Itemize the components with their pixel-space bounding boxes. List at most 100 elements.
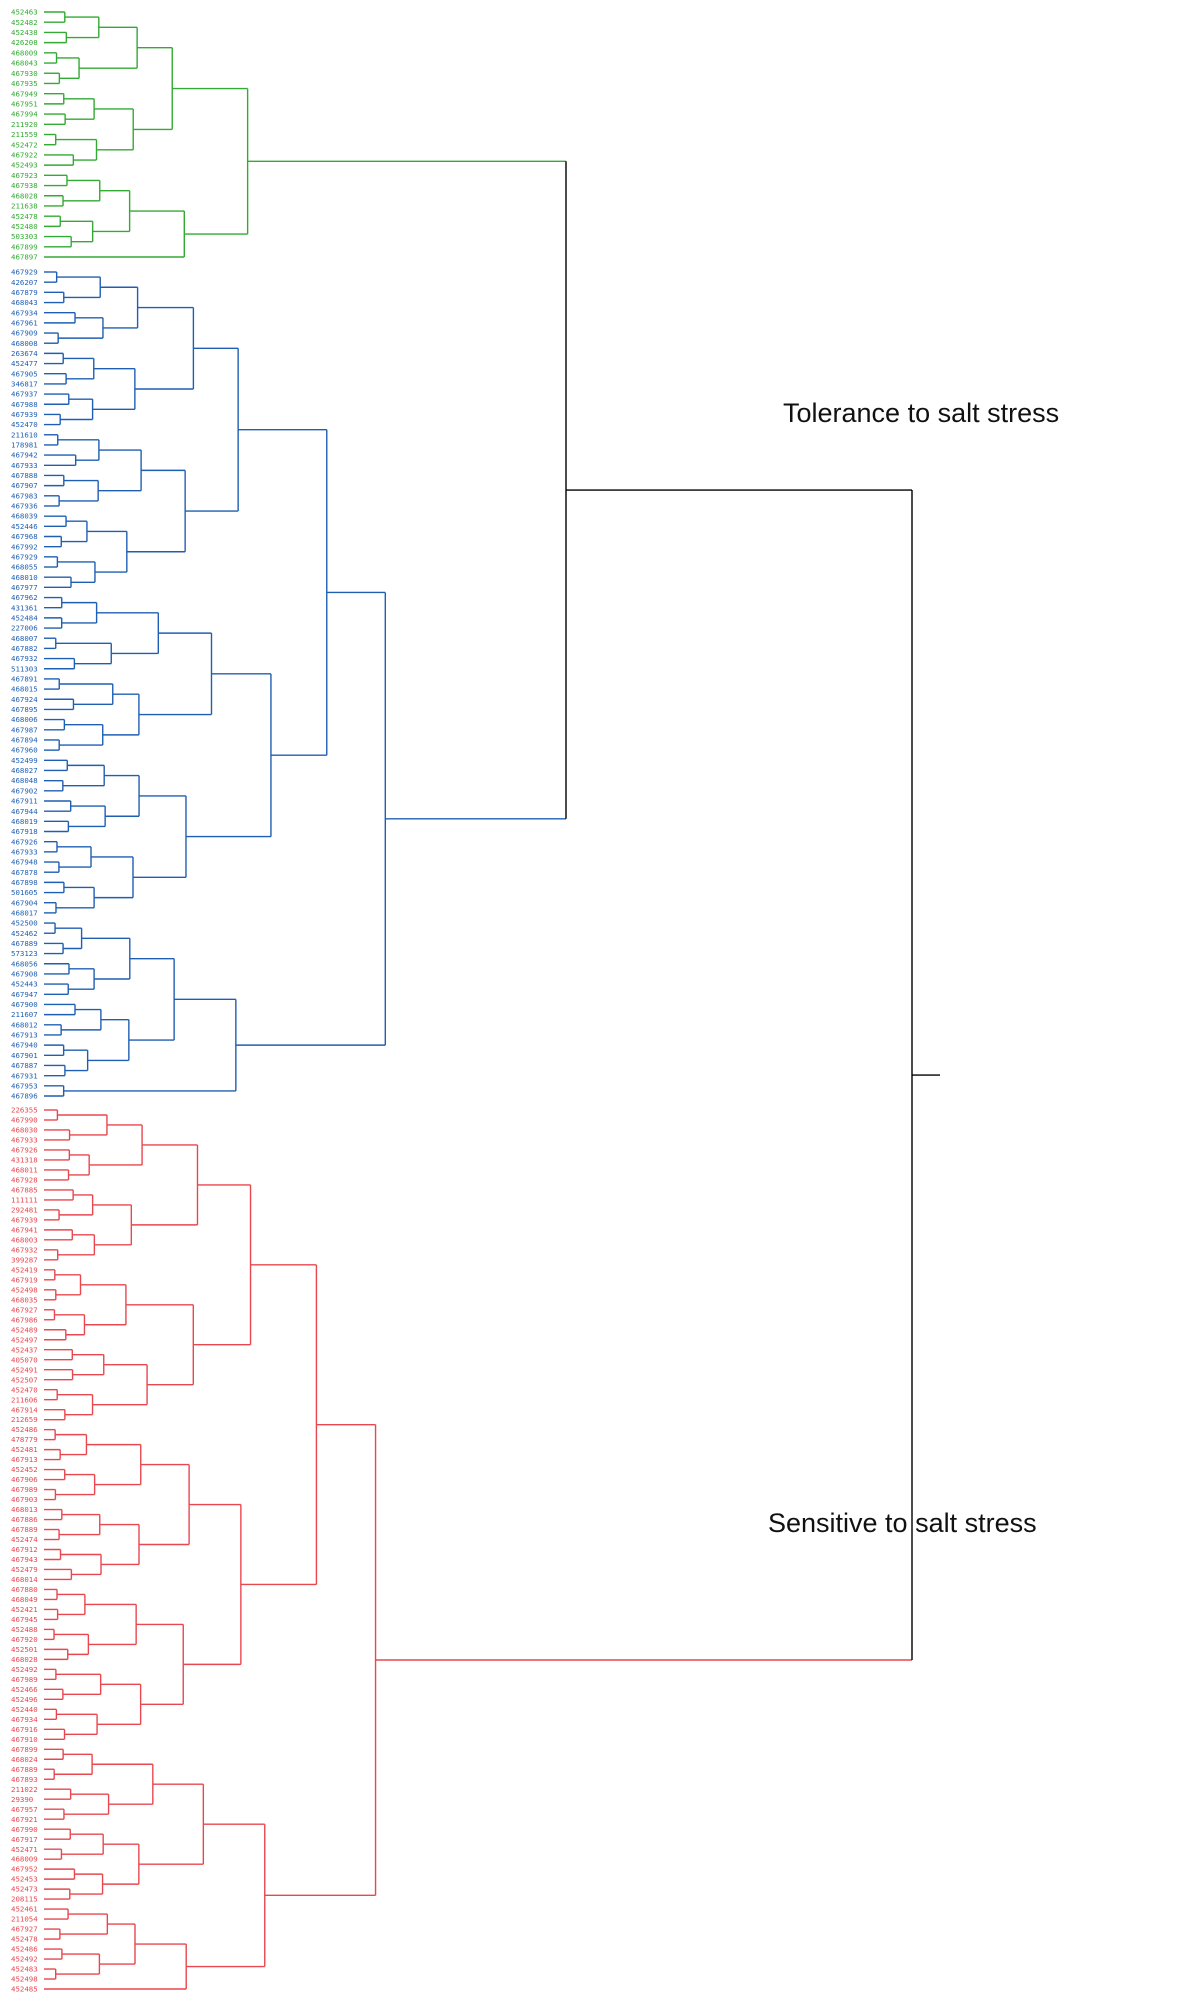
leaf-label: 452473 [11,1885,38,1894]
leaf-label: 452498 [11,1975,38,1984]
leaf-label: 452462 [11,929,38,938]
leaf-label: 426207 [11,278,38,287]
leaf-label: 467913 [11,1031,38,1040]
leaf-label: 467930 [11,69,38,78]
leaf-label: 452507 [11,1375,38,1384]
tolerance-cluster-label: Tolerance to salt stress [783,398,1059,428]
leaf-label: 178981 [11,441,38,450]
leaf-label: 468027 [11,766,38,775]
leaf-label: 468030 [11,1126,38,1135]
leaf-label: 467928 [11,1176,38,1185]
leaf-label: 468055 [11,563,38,572]
leaf-label: 468006 [11,715,38,724]
leaf-label: 452419 [11,1265,38,1274]
leaf-label: 211920 [11,120,38,129]
leaf-label: 346817 [11,380,38,389]
leaf-label: 452472 [11,140,38,149]
leaf-label: 467929 [11,552,38,561]
leaf-label: 467907 [11,481,38,490]
leaf-label: 467896 [11,1092,38,1101]
leaf-label: 467994 [11,110,38,119]
leaf-label: 211607 [11,1010,38,1019]
leaf-label: 467911 [11,797,38,806]
leaf-label: 452463 [11,8,38,17]
leaf-label: 467990 [11,1825,38,1834]
leaf-label: 467887 [11,1061,38,1070]
leaf-label: 467931 [11,1071,38,1080]
leaf-label: 467926 [11,1146,38,1155]
leaf-label: 467951 [11,100,38,109]
leaf-label: 501605 [11,888,38,897]
leaf-label: 111111 [11,1196,38,1205]
leaf-label: 467937 [11,390,38,399]
leaf-label: 452438 [11,28,38,37]
leaf-label: 467934 [11,308,38,317]
leaf-label: 467953 [11,1081,38,1090]
leaf-label: 452493 [11,161,38,170]
leaf-label: 467889 [11,1765,38,1774]
leaf-label: 467945 [11,1615,38,1624]
leaf-label: 226355 [11,1106,38,1115]
leaf-label: 452440 [11,1705,38,1714]
leaf-label: 208115 [11,1895,38,1904]
leaf-label: 467936 [11,502,38,511]
leaf-label: 405070 [11,1355,38,1364]
leaf-label: 211606 [11,1395,38,1404]
leaf-label: 467909 [11,329,38,338]
leaf-label: 292481 [11,1206,38,1215]
leaf-label: 467913 [11,1455,38,1464]
leaf-label: 467920 [11,1635,38,1644]
leaf-label: 467882 [11,644,38,653]
leaf-label: 399287 [11,1255,38,1264]
leaf-label: 452461 [11,1905,38,1914]
leaf-label: 468013 [11,1505,38,1514]
leaf-label: 467927 [11,1925,38,1934]
leaf-label: 212659 [11,1415,38,1424]
leaf-label: 452452 [11,1465,38,1474]
leaf-label: 467943 [11,1555,38,1564]
leaf-label: 452474 [11,1535,38,1544]
leaf-label: 467899 [11,1745,38,1754]
leaf-label: 452479 [11,1565,38,1574]
leaf-label: 467927 [11,1305,38,1314]
leaf-label: 452488 [11,1625,38,1634]
leaf-label: 573123 [11,949,38,958]
leaf-label: 452483 [11,1965,38,1974]
leaf-label: 468012 [11,1020,38,1029]
leaf-label: 467935 [11,79,38,88]
leaf-label: 452499 [11,756,38,765]
leaf-label: 467895 [11,705,38,714]
leaf-label: 468009 [11,1855,38,1864]
leaf-label: 452437 [11,1345,38,1354]
leaf-label: 211559 [11,130,38,139]
leaf-label: 468028 [11,1655,38,1664]
leaf-label: 467952 [11,1865,38,1874]
leaf-label: 467932 [11,1245,38,1254]
leaf-label: 467902 [11,786,38,795]
leaf-label: 468019 [11,817,38,826]
leaf-label: 452484 [11,614,38,623]
leaf-label: 467986 [11,1315,38,1324]
leaf-label: 467897 [11,253,38,262]
leaf-label: 467901 [11,1051,38,1060]
leaf-label: 467933 [11,848,38,857]
leaf-label: 467938 [11,181,38,190]
leaf-label: 468017 [11,909,38,918]
leaf-label: 452489 [11,1325,38,1334]
leaf-label: 452470 [11,1385,38,1394]
leaf-label: 467957 [11,1805,38,1814]
leaf-label: 467989 [11,1675,38,1684]
leaf-label: 467962 [11,593,38,602]
leaf-label: 468011 [11,1166,38,1175]
leaf-label: 467893 [11,1775,38,1784]
leaf-label: 468028 [11,191,38,200]
leaf-labels: 4524634524824524384262084680094680434679… [11,8,38,1994]
leaf-label: 452491 [11,1365,38,1374]
leaf-label: 467961 [11,319,38,328]
leaf-label: 467983 [11,491,38,500]
leaf-label: 467924 [11,695,38,704]
leaf-label: 467977 [11,583,38,592]
leaf-label: 467923 [11,171,38,180]
leaf-label: 467942 [11,451,38,460]
leaf-label: 467885 [11,1186,38,1195]
